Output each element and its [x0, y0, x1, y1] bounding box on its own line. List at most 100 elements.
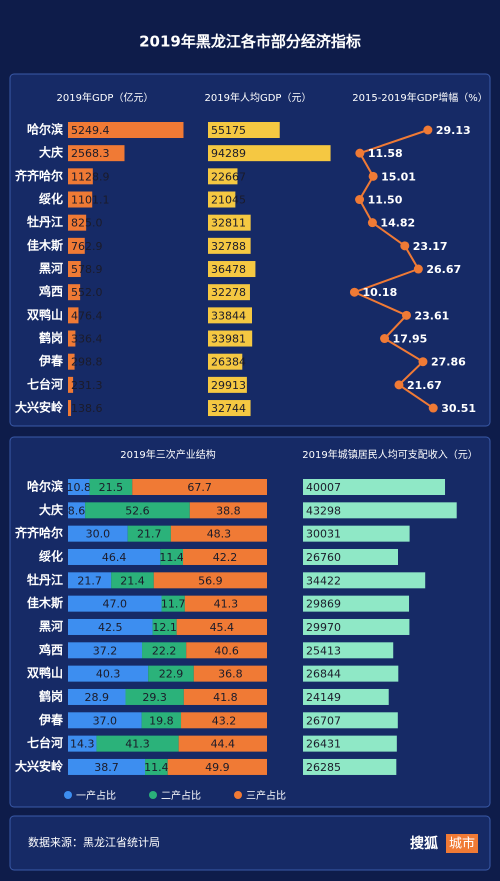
- bar: [68, 168, 93, 185]
- bar: [68, 330, 76, 347]
- value-label: 45.4: [210, 621, 235, 634]
- value-label: 23.17: [413, 240, 448, 253]
- stack-segment: [68, 642, 143, 659]
- value-label: 30031: [306, 528, 341, 541]
- bar: [208, 122, 280, 138]
- stack-segment: [127, 525, 171, 542]
- city-label: 齐齐哈尔: [15, 525, 63, 540]
- value-label: 552.0: [71, 286, 103, 299]
- growth-dot: [400, 241, 410, 251]
- growth-dot: [394, 380, 404, 390]
- value-label: 2568.3: [71, 147, 110, 160]
- bar: [303, 479, 446, 495]
- value-label: 11.58: [368, 147, 403, 160]
- value-label: 26384: [211, 356, 246, 369]
- city-label: 黑河: [39, 618, 63, 633]
- value-label: 26.67: [426, 263, 461, 276]
- value-label: 55175: [211, 124, 246, 137]
- city-label: 哈尔滨: [27, 122, 63, 137]
- value-label: 49.9: [205, 761, 230, 774]
- city-label: 大兴安岭: [15, 400, 63, 415]
- stack-segment: [189, 502, 267, 519]
- stack-segment: [96, 735, 179, 752]
- growth-dot: [401, 310, 411, 320]
- value-label: 29.13: [436, 124, 471, 137]
- stack-segment: [68, 665, 149, 682]
- value-label: 30.51: [441, 402, 476, 415]
- growth-dot: [368, 171, 378, 181]
- bar: [208, 191, 236, 208]
- bar: [68, 307, 79, 324]
- city-label: 大庆: [39, 502, 63, 517]
- bar: [208, 168, 238, 185]
- value-label: 34422: [306, 574, 341, 587]
- city-label: 齐齐哈尔: [15, 168, 63, 183]
- stack-segment: [132, 479, 267, 495]
- bar: [303, 712, 398, 729]
- value-label: 32278: [211, 286, 246, 299]
- value-label: 14.3: [70, 738, 95, 751]
- value-label: 37.0: [93, 714, 118, 727]
- value-label: 21.67: [407, 379, 442, 392]
- city-label: 七台河: [27, 735, 63, 750]
- city-label: 大兴安岭: [15, 758, 63, 773]
- stack-segment: [145, 758, 168, 775]
- bar: [208, 284, 250, 301]
- city-label: 鸡西: [38, 642, 63, 657]
- bar: [68, 237, 85, 254]
- growth-dot: [349, 287, 359, 297]
- legend-label: 二产占比: [161, 789, 201, 802]
- growth-dot: [355, 148, 365, 158]
- stack-segment: [68, 618, 153, 635]
- stack-segment: [142, 642, 187, 659]
- growth-dot: [428, 403, 438, 413]
- legend-swatch: [64, 791, 72, 799]
- stack-segment: [68, 525, 128, 542]
- bar: [303, 525, 410, 542]
- value-label: 29970: [306, 621, 341, 634]
- value-label: 11.4: [159, 551, 184, 564]
- stack-segment: [125, 688, 184, 705]
- growth-dot: [423, 125, 433, 135]
- value-label: 19.8: [149, 714, 174, 727]
- bar: [208, 400, 251, 417]
- stack-segment: [68, 712, 142, 729]
- city-label: 黑河: [39, 261, 63, 276]
- value-label: 1128.9: [71, 170, 110, 183]
- value-label: 41.3: [214, 598, 239, 611]
- stack-segment: [176, 618, 267, 635]
- bar: [68, 261, 81, 278]
- value-label: 23.61: [414, 309, 449, 322]
- bar: [68, 376, 74, 393]
- stack-segment: [153, 572, 267, 589]
- value-label: 32744: [211, 402, 246, 415]
- value-label: 231.3: [71, 379, 103, 392]
- value-label: 41.8: [213, 691, 238, 704]
- stack-segment: [181, 712, 267, 729]
- stack-segment: [141, 712, 182, 729]
- city-label: 大庆: [39, 145, 63, 160]
- bar: [68, 353, 75, 370]
- city-label: 绥化: [39, 191, 63, 206]
- legend-label: 一产占比: [76, 789, 116, 802]
- value-label: 37.2: [93, 644, 118, 657]
- value-label: 17.95: [393, 333, 428, 346]
- value-label: 1101.1: [71, 194, 110, 207]
- legend-label: 三产占比: [246, 789, 286, 802]
- value-label: 21.7: [77, 574, 102, 587]
- bar: [303, 595, 410, 612]
- value-label: 46.4: [102, 551, 127, 564]
- value-label: 28.9: [85, 691, 110, 704]
- value-label: 94289: [211, 147, 246, 160]
- value-label: 67.7: [187, 481, 212, 494]
- growth-dot: [355, 195, 365, 205]
- value-label: 25413: [306, 644, 341, 657]
- city-label: 双鸭山: [27, 307, 63, 322]
- source: 数据来源：黑龙江省统计局: [28, 835, 160, 849]
- value-label: 47.0: [103, 598, 128, 611]
- value-label: 42.5: [98, 621, 123, 634]
- city-label: 七台河: [27, 376, 63, 391]
- stack-segment: [68, 502, 86, 519]
- value-label: 48.3: [207, 528, 232, 541]
- value-label: 29.3: [142, 691, 167, 704]
